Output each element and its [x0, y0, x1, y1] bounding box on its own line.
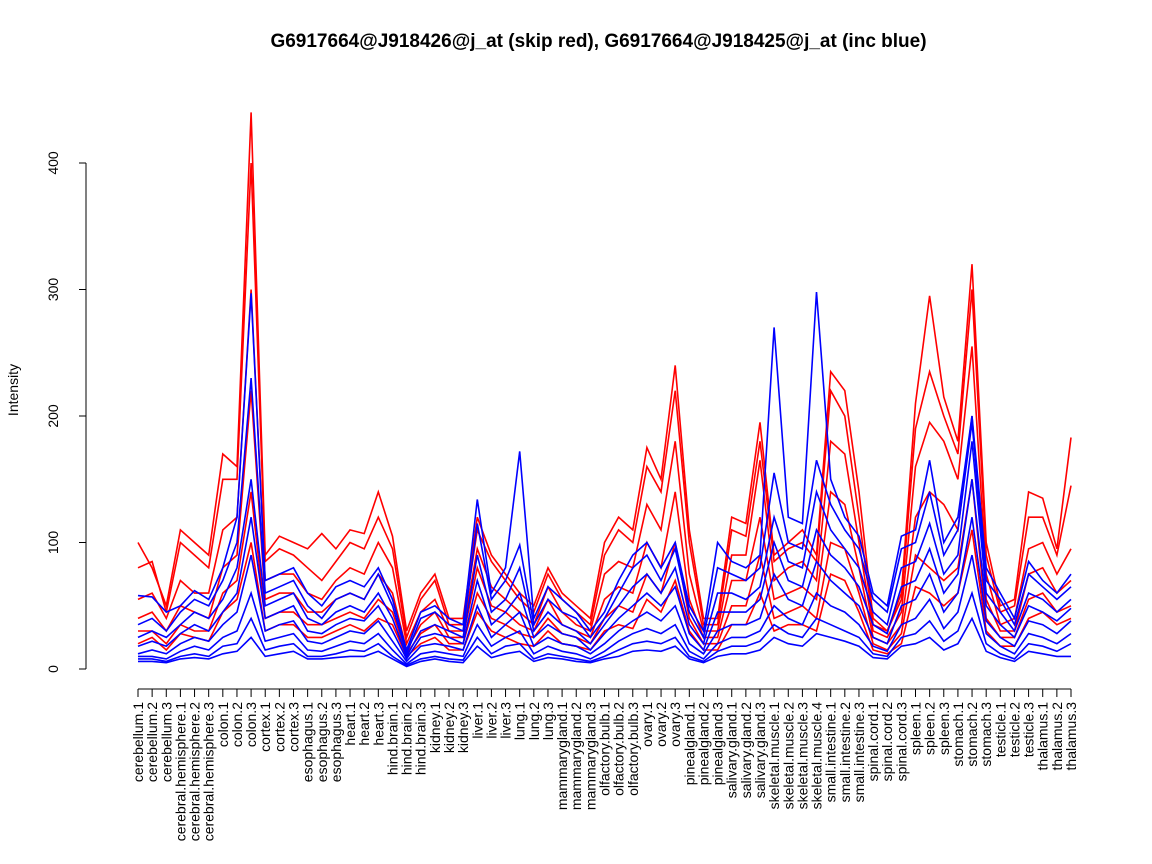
- x-tick-label: lung.3: [540, 702, 556, 740]
- x-tick-label: spinal.cord.2: [879, 702, 895, 782]
- x-tick-label: heart.1: [342, 702, 358, 746]
- y-tick-label: 200: [45, 404, 61, 428]
- x-tick-label: esophagus.2: [314, 702, 330, 782]
- series-line-9: [137, 441, 1072, 659]
- x-tick-label: pinealgland.1: [681, 702, 697, 786]
- x-tick-label: cerebral.hemisphere.1: [172, 702, 188, 842]
- y-tick-label: 0: [45, 665, 61, 673]
- x-tick-label: esophagus.1: [300, 702, 316, 782]
- x-tick-label: testicle.1: [992, 702, 1008, 757]
- x-tick-label: kidney.2: [441, 702, 457, 753]
- x-tick-label: mammarygland.2: [568, 702, 584, 810]
- x-tick-label: small.intestine.1: [823, 702, 839, 803]
- series-line-8: [137, 378, 1072, 657]
- x-tick-label: liver.3: [498, 702, 514, 739]
- x-tick-label: skeletal.muscle.4: [809, 702, 825, 810]
- x-tick-label: liver.2: [483, 702, 499, 739]
- x-tick-label: testicle.2: [1006, 702, 1022, 757]
- x-tick-label: stomach.2: [964, 702, 980, 767]
- series-line-1: [137, 112, 1072, 633]
- x-tick-label: salivary.gland.2: [738, 702, 754, 798]
- x-tick-label: olfactory.bulb.3: [625, 702, 641, 796]
- x-tick-label: spleen.1: [908, 702, 924, 755]
- x-tick-label: stomach.1: [950, 702, 966, 767]
- x-tick-label: ovary.2: [653, 702, 669, 747]
- x-tick-label: cerebral.hemisphere.3: [201, 702, 217, 842]
- x-tick-label: cerebellum.3: [158, 702, 174, 782]
- x-tick-label: small.intestine.3: [851, 702, 867, 803]
- x-tick-label: small.intestine.2: [837, 702, 853, 803]
- x-tick-label: stomach.3: [978, 702, 994, 767]
- x-tick-label: skeletal.muscle.3: [794, 702, 810, 810]
- x-tick-label: hind.brain.2: [399, 702, 415, 775]
- x-tick-label: spinal.cord.1: [865, 702, 881, 782]
- series-line-6: [137, 529, 1072, 658]
- x-tick-label: kidney.1: [427, 702, 443, 753]
- series-line-2: [137, 162, 1072, 641]
- x-tick-label: cortex.2: [271, 702, 287, 752]
- y-tick-label: 400: [45, 151, 61, 175]
- x-tick-label: ovary.1: [639, 702, 655, 747]
- x-tick-label: olfactory.bulb.1: [597, 702, 613, 796]
- x-tick-label: hind.brain.1: [384, 702, 400, 775]
- plot-lines: [137, 112, 1072, 668]
- x-tick-label: pinealgland.2: [695, 702, 711, 786]
- x-axis: cerebellum.1cerebellum.2cerebellum.3cere…: [130, 688, 1079, 842]
- x-tick-label: colon.1: [215, 702, 231, 747]
- series-line-10: [137, 479, 1072, 661]
- x-tick-label: liver.1: [469, 702, 485, 739]
- series-line-3: [137, 289, 1072, 647]
- x-tick-label: lung.2: [526, 702, 542, 740]
- x-tick-label: pinealgland.3: [710, 702, 726, 786]
- y-tick-label: 100: [45, 531, 61, 555]
- x-tick-label: salivary.gland.1: [724, 702, 740, 798]
- x-tick-label: esophagus.3: [328, 702, 344, 782]
- x-tick-label: salivary.gland.3: [752, 702, 768, 798]
- x-tick-label: hind.brain.3: [413, 702, 429, 775]
- x-tick-label: thalamus.2: [1049, 702, 1065, 771]
- x-tick-label: thalamus.3: [1063, 702, 1079, 771]
- x-tick-label: thalamus.1: [1035, 702, 1051, 771]
- x-tick-label: cerebellum.2: [144, 702, 160, 782]
- series-line-11: [137, 517, 1072, 663]
- series-line-14: [138, 616, 1071, 668]
- x-tick-label: kidney.3: [455, 702, 471, 753]
- x-tick-label: cortex.3: [286, 702, 302, 752]
- x-tick-label: mammarygland.1: [554, 702, 570, 810]
- series-line-13: [138, 590, 1072, 667]
- x-tick-label: cortex.1: [257, 702, 273, 752]
- x-tick-label: olfactory.bulb.2: [611, 702, 627, 796]
- x-tick-label: heart.2: [356, 702, 372, 746]
- x-tick-label: mammarygland.3: [582, 702, 598, 810]
- x-tick-label: cerebral.hemisphere.2: [187, 702, 203, 842]
- x-tick-label: colon.2: [229, 702, 245, 747]
- x-tick-label: heart.3: [370, 702, 386, 746]
- x-tick-label: testicle.3: [1021, 702, 1037, 757]
- x-tick-label: cerebellum.1: [130, 702, 146, 782]
- x-tick-label: spinal.cord.3: [893, 702, 909, 782]
- x-tick-label: ovary.3: [667, 702, 683, 747]
- x-tick-label: spleen.3: [936, 702, 952, 755]
- chart-title: G6917664@J918426@j_at (skip red), G69176…: [270, 31, 927, 52]
- x-tick-label: spleen.2: [922, 702, 938, 755]
- x-tick-label: skeletal.muscle.1: [766, 702, 782, 810]
- y-axis: 0 100 200 300 400: [45, 151, 87, 673]
- series-line-12: [138, 554, 1072, 665]
- x-tick-label: colon.3: [243, 702, 259, 747]
- x-tick-label: skeletal.muscle.2: [780, 702, 796, 810]
- x-tick-label: lung.1: [512, 702, 528, 740]
- series-line-5: [138, 479, 1072, 656]
- y-tick-label: 300: [45, 278, 61, 302]
- series-line-7: [137, 291, 1072, 653]
- y-axis-label: Intensity: [5, 364, 21, 416]
